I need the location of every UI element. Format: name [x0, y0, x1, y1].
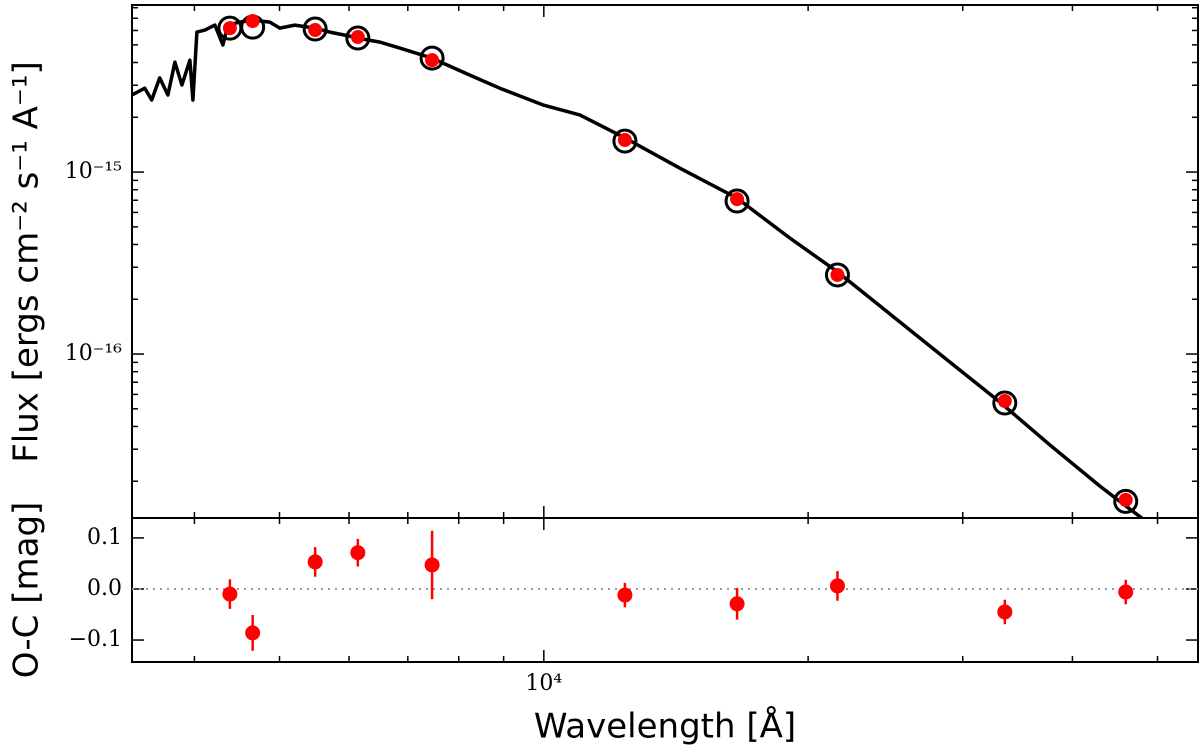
- y-tick-label: 10⁻¹⁶: [65, 341, 122, 366]
- plot-frame: [131, 4, 1199, 519]
- panel: 10⁻¹⁵ 10⁻¹⁶: [65, 4, 1199, 519]
- x-tick-label: 10⁴: [525, 671, 562, 696]
- observed-photometry: [350, 30, 365, 45]
- observed-photometry: [222, 21, 237, 36]
- observed-photometry: [617, 133, 632, 148]
- model-photometry: [612, 128, 638, 154]
- residual-point: [307, 554, 323, 570]
- model-photometry: [992, 390, 1018, 416]
- model-spectrum: [132, 18, 1145, 518]
- residual-point: [424, 557, 440, 573]
- observed-photometry: [730, 192, 745, 207]
- observed-photometry: [830, 267, 845, 282]
- observed-photometry: [308, 23, 323, 38]
- model-photometry: [824, 262, 850, 288]
- model-photometry: [419, 45, 445, 71]
- model-photometry: [1113, 488, 1139, 514]
- y-tick-label: −0.1: [69, 627, 122, 652]
- y-axis-label: O-C [mag]: [7, 502, 47, 679]
- y-tick-label: 0.1: [87, 525, 122, 550]
- residual-point: [729, 596, 745, 612]
- panel: 10⁴ −0.1 0.0 0.1: [69, 517, 1199, 696]
- residual-point: [997, 604, 1013, 620]
- y-axis-label: Flux [ergs cm⁻² s⁻¹ A⁻¹]: [7, 61, 47, 463]
- x-axis-label: Wavelength [Å]: [534, 706, 796, 747]
- residual-point: [245, 625, 261, 641]
- residual-point: [1118, 584, 1134, 600]
- model-photometry: [302, 16, 328, 42]
- observed-photometry: [1118, 492, 1133, 507]
- residual-point: [222, 586, 238, 602]
- residual-point: [829, 578, 845, 594]
- residual-point: [617, 587, 633, 603]
- observed-photometry: [997, 393, 1012, 408]
- model-photometry: [345, 25, 371, 51]
- observed-photometry: [245, 14, 260, 29]
- plot-frame: [131, 517, 1199, 663]
- observed-photometry: [425, 53, 440, 68]
- y-tick-label: 10⁻¹⁵: [65, 159, 122, 184]
- y-tick-label: 0.0: [87, 576, 122, 601]
- model-photometry: [724, 188, 750, 214]
- residual-point: [350, 545, 366, 561]
